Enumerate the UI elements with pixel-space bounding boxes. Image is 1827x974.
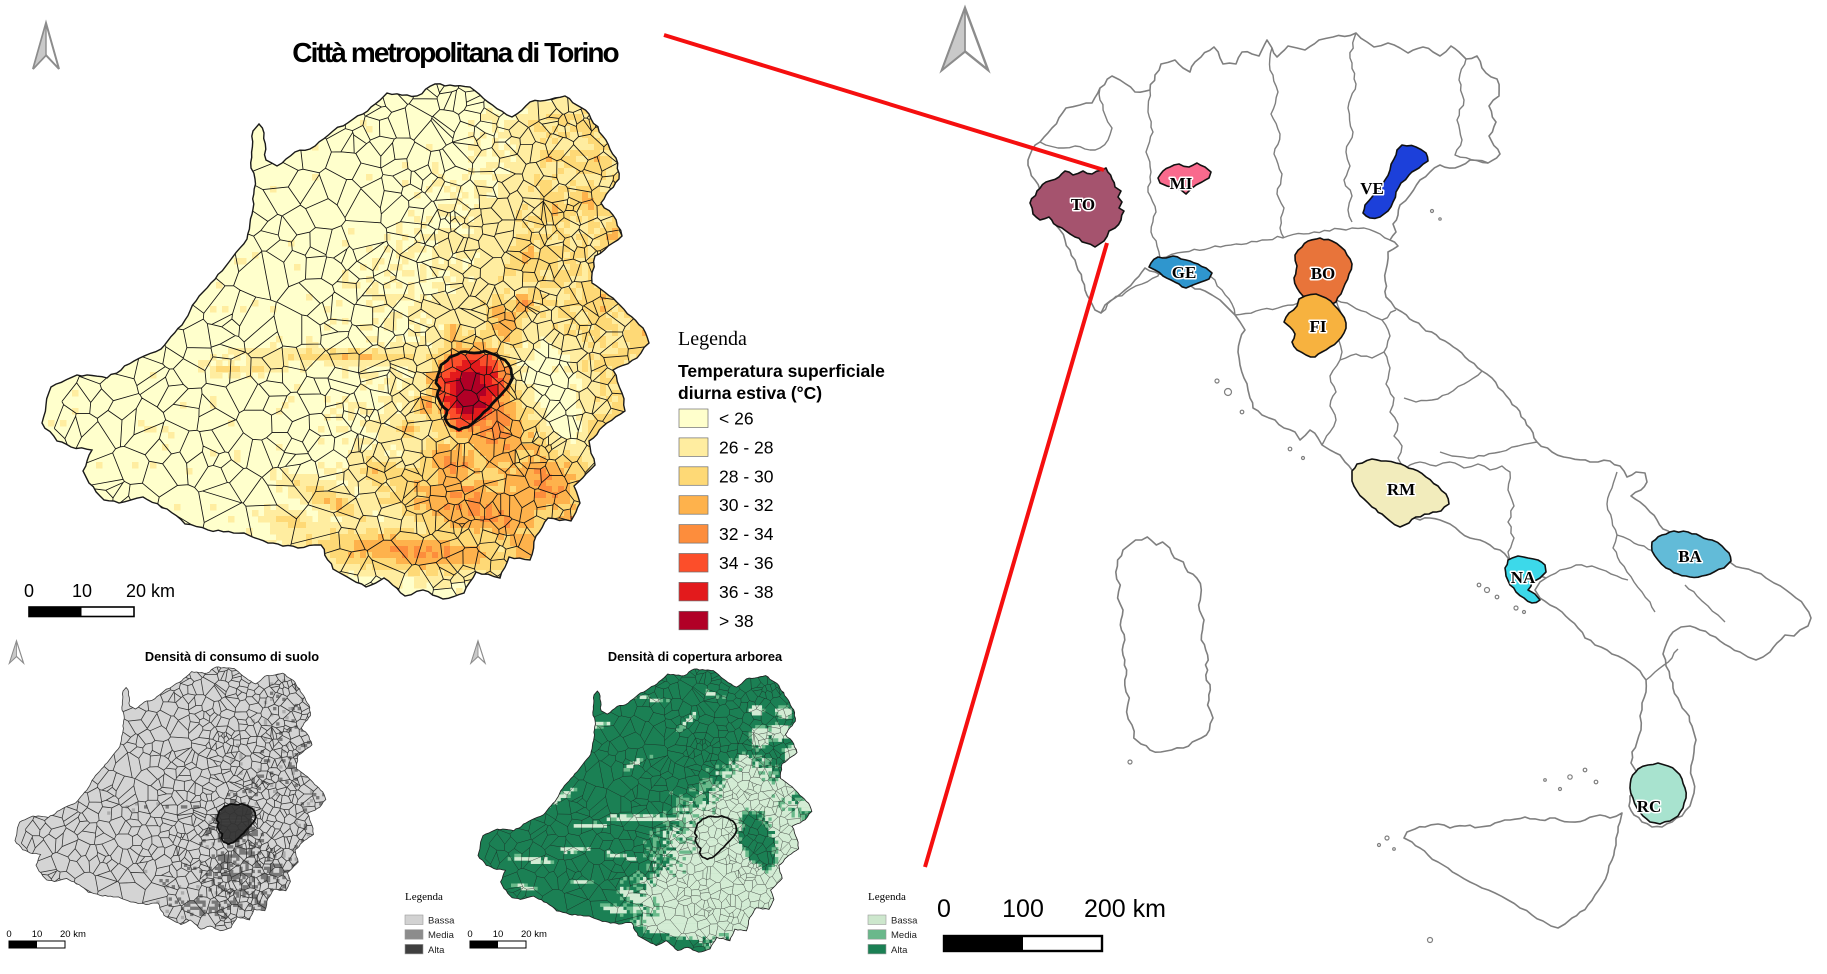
svg-text:100: 100 [1002,895,1044,923]
svg-text:Alta: Alta [891,945,908,956]
svg-text:Densità di copertura arborea: Densità di copertura arborea [608,649,783,664]
svg-text:TO: TO [1071,195,1095,214]
svg-text:10: 10 [493,929,504,940]
svg-text:Alta: Alta [428,945,445,956]
svg-text:0: 0 [24,581,34,601]
svg-text:Legenda: Legenda [868,891,906,903]
svg-text:20 km: 20 km [126,581,175,601]
svg-text:32 - 34: 32 - 34 [719,524,774,544]
svg-text:Densità di consumo di suolo: Densità di consumo di suolo [145,649,319,664]
svg-text:BA: BA [1678,547,1702,566]
svg-text:FI: FI [1310,317,1327,336]
svg-text:< 26: < 26 [719,409,754,429]
svg-text:0: 0 [467,929,472,940]
svg-text:20 km: 20 km [60,929,86,940]
svg-text:Bassa: Bassa [891,916,918,927]
svg-text:Città metropolitana di Torino: Città metropolitana di Torino [292,37,619,68]
svg-text:Bassa: Bassa [428,916,455,927]
svg-text:20 km: 20 km [521,929,547,940]
svg-text:MI: MI [1170,174,1193,193]
svg-text:0: 0 [937,895,951,923]
svg-text:RC: RC [1637,797,1662,816]
svg-text:200 km: 200 km [1084,895,1166,923]
svg-text:36 - 38: 36 - 38 [719,582,773,602]
svg-text:Legenda: Legenda [405,891,443,903]
svg-text:26 - 28: 26 - 28 [719,437,773,457]
svg-text:0: 0 [6,929,11,940]
svg-text:10: 10 [32,929,43,940]
svg-text:Temperatura superficiale: Temperatura superficiale [678,361,885,381]
svg-text:RM: RM [1387,480,1415,499]
svg-text:34 - 36: 34 - 36 [719,553,773,573]
svg-text:10: 10 [72,581,92,601]
svg-text:VE: VE [1360,179,1384,198]
svg-text:28 - 30: 28 - 30 [719,466,774,486]
svg-text:GE: GE [1172,263,1197,282]
svg-text:BO: BO [1311,264,1336,283]
svg-text:30 - 32: 30 - 32 [719,495,773,515]
svg-text:> 38: > 38 [719,611,754,631]
svg-text:Media: Media [891,930,918,941]
svg-text:NA: NA [1511,568,1536,587]
svg-text:Media: Media [428,930,455,941]
svg-text:Legenda: Legenda [678,328,747,350]
svg-text:diurna estiva (°C): diurna estiva (°C) [678,383,822,403]
